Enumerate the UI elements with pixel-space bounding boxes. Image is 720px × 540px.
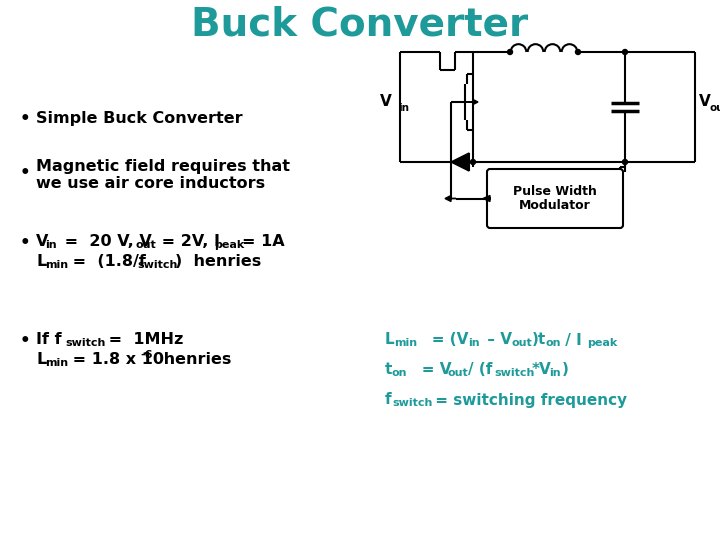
Text: )t: )t — [532, 333, 546, 348]
Circle shape — [508, 50, 513, 55]
Text: – V: – V — [482, 333, 512, 348]
Text: Modulator: Modulator — [519, 199, 591, 212]
Text: ): ) — [562, 362, 569, 377]
FancyArrow shape — [465, 99, 478, 105]
Text: out: out — [512, 339, 533, 348]
Text: peak: peak — [214, 240, 244, 251]
Polygon shape — [451, 153, 469, 171]
Text: Simple Buck Converter: Simple Buck Converter — [36, 111, 243, 126]
Text: L: L — [36, 254, 46, 269]
Text: V: V — [380, 94, 392, 110]
Text: = switching frequency: = switching frequency — [430, 393, 627, 408]
Text: out: out — [136, 240, 157, 251]
Text: t: t — [385, 362, 392, 377]
Text: If f: If f — [36, 333, 62, 348]
Text: henries: henries — [158, 353, 231, 368]
Text: we use air core inductors: we use air core inductors — [36, 177, 265, 192]
FancyArrow shape — [483, 195, 491, 201]
FancyArrow shape — [445, 195, 456, 201]
Text: in: in — [468, 339, 480, 348]
Circle shape — [623, 159, 628, 165]
Text: )  henries: ) henries — [175, 254, 261, 269]
Text: / I: / I — [560, 333, 582, 348]
Text: =  20 V, V: = 20 V, V — [59, 234, 152, 249]
Text: f: f — [385, 393, 392, 408]
Text: on: on — [546, 339, 562, 348]
Text: switch: switch — [65, 339, 105, 348]
Circle shape — [470, 159, 475, 165]
Text: = V: = V — [406, 362, 451, 377]
Text: switch: switch — [137, 260, 177, 271]
Text: in: in — [549, 368, 561, 379]
Text: in: in — [45, 240, 57, 251]
Text: •: • — [20, 164, 31, 182]
Text: switch: switch — [392, 399, 433, 408]
Text: Pulse Width: Pulse Width — [513, 185, 597, 198]
Text: on: on — [392, 368, 408, 379]
Text: = 1A: = 1A — [242, 234, 284, 249]
Text: Buck Converter: Buck Converter — [192, 6, 528, 44]
Text: V: V — [36, 234, 48, 249]
Text: switch: switch — [494, 368, 534, 379]
Text: = 2V, I: = 2V, I — [156, 234, 220, 249]
Text: peak: peak — [587, 339, 617, 348]
Text: in: in — [398, 103, 409, 113]
Text: -6: -6 — [140, 350, 153, 360]
Circle shape — [623, 50, 628, 55]
Text: =  (1.8/f: = (1.8/f — [67, 254, 146, 269]
Text: •: • — [20, 234, 31, 252]
Text: min: min — [45, 359, 68, 368]
Text: min: min — [45, 260, 68, 271]
Text: out: out — [710, 103, 720, 113]
Text: min: min — [394, 339, 417, 348]
Text: V: V — [699, 94, 711, 110]
Text: L: L — [36, 353, 46, 368]
Text: •: • — [20, 110, 31, 128]
FancyBboxPatch shape — [487, 169, 623, 228]
Text: L: L — [385, 333, 395, 348]
Text: *V: *V — [532, 362, 552, 377]
Text: Magnetic field requires that: Magnetic field requires that — [36, 159, 290, 173]
Circle shape — [575, 50, 580, 55]
Text: = 1.8 x 10: = 1.8 x 10 — [67, 353, 164, 368]
Text: out: out — [448, 368, 469, 379]
Text: •: • — [20, 332, 31, 350]
Text: =  1MHz: = 1MHz — [103, 333, 184, 348]
Text: / (f: / (f — [468, 362, 492, 377]
Text: = (V: = (V — [416, 333, 469, 348]
